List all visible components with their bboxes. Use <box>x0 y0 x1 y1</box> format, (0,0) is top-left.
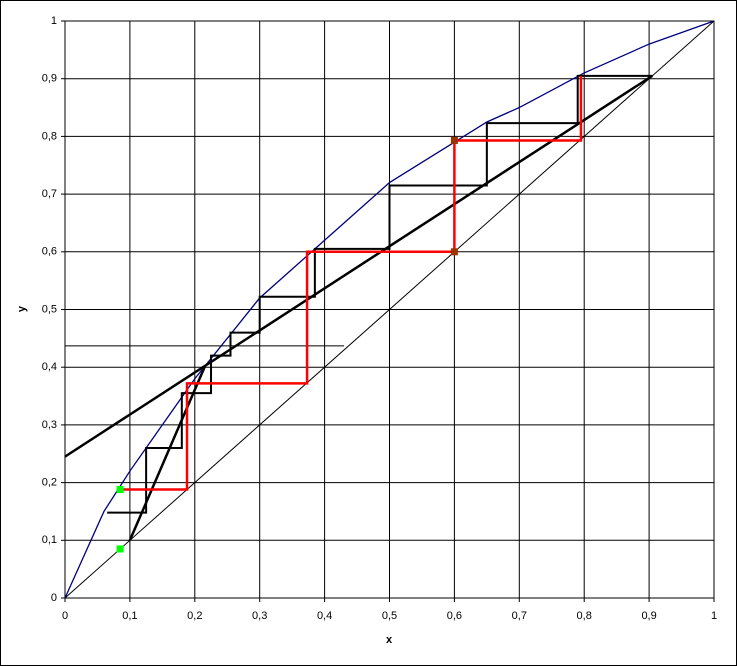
y-tick-label: 0,1 <box>42 534 57 546</box>
marker <box>116 486 124 494</box>
x-tick-label: 0,7 <box>512 610 527 622</box>
y-tick-label: 1 <box>51 15 57 27</box>
x-axis-label: x <box>386 634 393 646</box>
y-tick-label: 0,8 <box>42 130 57 142</box>
marker <box>450 136 458 144</box>
y-tick-label: 0,6 <box>42 246 57 258</box>
series-line <box>64 20 715 599</box>
x-tick-label: 0,3 <box>252 610 267 622</box>
y-tick-label: 0,7 <box>42 188 57 200</box>
y-tick-label: 0,2 <box>42 477 57 489</box>
y-tick-label: 0,4 <box>42 361 57 373</box>
x-tick-label: 0,5 <box>382 610 397 622</box>
y-tick-label: 0,9 <box>42 73 57 85</box>
series-line <box>64 20 715 599</box>
x-tick-label: 0,8 <box>577 610 592 622</box>
y-axis-label: y <box>16 305 28 312</box>
series-line <box>128 366 206 541</box>
marker <box>116 545 124 553</box>
x-tick-label: 0,6 <box>447 610 462 622</box>
marker <box>450 248 458 256</box>
y-tick-label: 0 <box>51 592 57 604</box>
y-tick-label: 0,3 <box>42 419 57 431</box>
series-line <box>120 75 583 491</box>
x-tick-label: 0,9 <box>641 610 656 622</box>
x-tick-label: 0,4 <box>317 610 332 622</box>
x-tick-label: 0,2 <box>187 610 202 622</box>
x-tick-label: 0 <box>62 610 68 622</box>
x-tick-label: 0,1 <box>122 610 137 622</box>
x-tick-label: 1 <box>711 610 717 622</box>
series-line <box>107 74 653 514</box>
y-tick-label: 0,5 <box>42 303 57 315</box>
